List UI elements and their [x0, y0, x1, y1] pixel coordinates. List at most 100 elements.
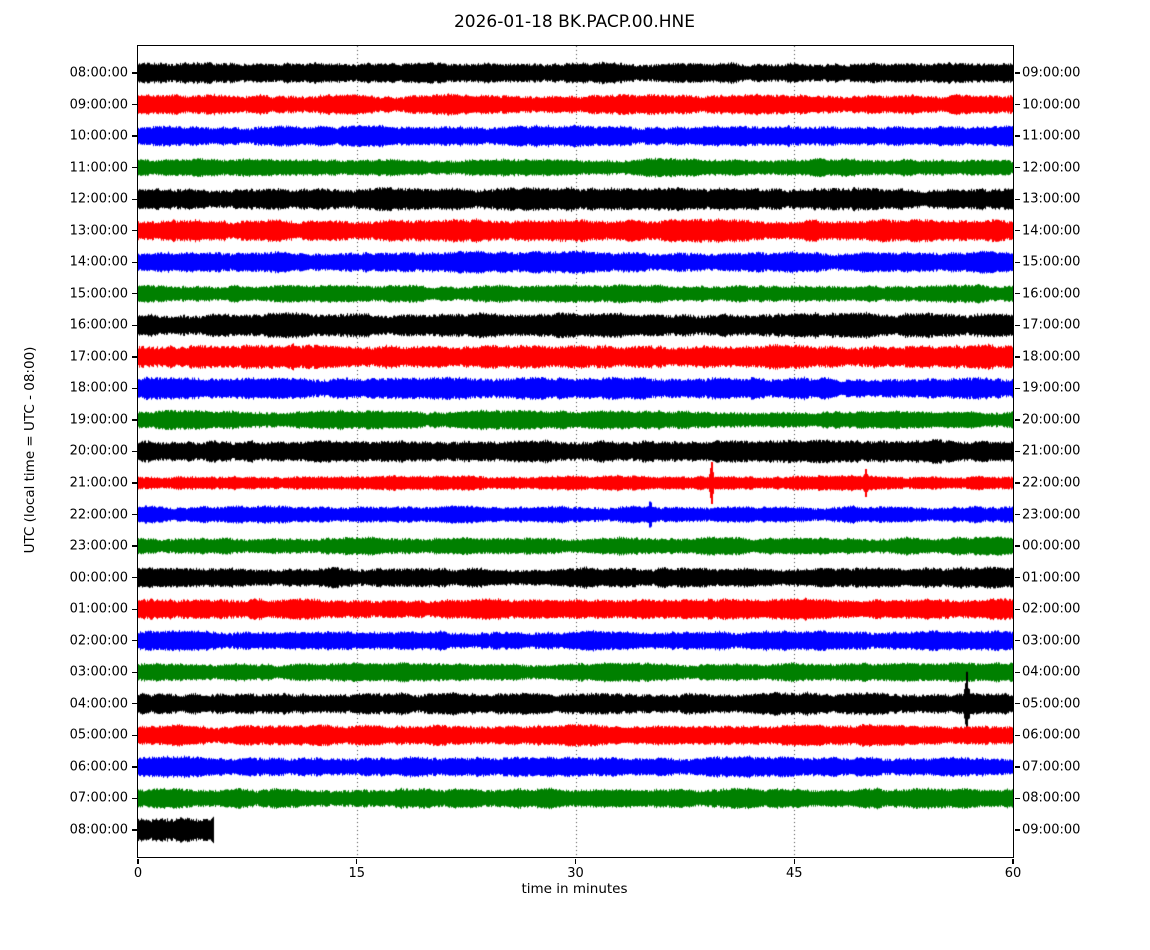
utc-tick-label: 23:00:00	[69, 538, 128, 554]
figure-title: 2026-01-18 BK.PACP.00.HNE	[453, 12, 696, 32]
right-tick-mark	[1014, 608, 1020, 610]
utc-tick-label: 00:00:00	[69, 570, 128, 586]
left-tick-mark	[131, 766, 137, 768]
local-tick-label: 12:00:00	[1022, 160, 1081, 176]
utc-tick-label: 16:00:00	[69, 317, 128, 333]
local-tick-label: 09:00:00	[1022, 65, 1081, 81]
right-tick-mark	[1014, 545, 1020, 547]
utc-tick-label: 08:00:00	[69, 65, 128, 81]
utc-tick-label: 02:00:00	[69, 633, 128, 649]
waveform-canvas	[138, 46, 1013, 857]
right-tick-mark	[1014, 419, 1020, 421]
local-tick-label: 07:00:00	[1022, 759, 1081, 775]
utc-tick-label: 12:00:00	[69, 191, 128, 207]
local-tick-label: 23:00:00	[1022, 507, 1081, 523]
right-tick-mark	[1014, 513, 1020, 516]
left-tick-mark	[131, 703, 137, 705]
utc-tick-label: 20:00:00	[69, 443, 128, 459]
left-tick-mark	[131, 671, 137, 673]
right-tick-mark	[1014, 324, 1020, 326]
utc-tick-label: 10:00:00	[69, 128, 128, 144]
left-tick-mark	[131, 734, 137, 736]
right-tick-mark	[1014, 703, 1020, 705]
x-tick-mark	[793, 858, 795, 864]
right-tick-mark	[1014, 103, 1020, 106]
right-tick-mark	[1014, 166, 1020, 169]
x-tick-mark	[1012, 858, 1014, 864]
left-tick-mark	[131, 576, 137, 579]
right-tick-mark	[1014, 797, 1020, 800]
left-tick-mark	[131, 356, 137, 358]
plot-area: 08:00:00 09:00:00 09:00:00 10:00:00 10:00:00…	[70, 45, 1080, 881]
utc-tick-label: 01:00:00	[69, 601, 128, 617]
local-tick-label: 08:00:00	[1022, 790, 1081, 806]
utc-tick-label: 14:00:00	[69, 254, 128, 270]
x-tick-label: 60	[1004, 866, 1022, 881]
local-tick-label: 00:00:00	[1022, 538, 1081, 554]
utc-tick-label: 07:00:00	[69, 790, 128, 806]
left-tick-mark	[131, 419, 137, 421]
x-axis-label: time in minutes	[521, 881, 628, 897]
local-tick-label: 05:00:00	[1022, 696, 1081, 712]
left-tick-mark	[131, 261, 137, 263]
left-tick-mark	[131, 166, 137, 169]
left-tick-mark	[131, 103, 137, 106]
x-tick-label: 0	[133, 866, 143, 881]
local-tick-label: 13:00:00	[1022, 191, 1081, 207]
y-axis-label: UTC (local time = UTC - 08:00)	[22, 346, 38, 554]
right-tick-mark	[1014, 829, 1020, 831]
local-tick-label: 03:00:00	[1022, 633, 1081, 649]
left-tick-mark	[131, 198, 137, 200]
x-tick-mark	[574, 858, 577, 864]
utc-tick-label: 18:00:00	[69, 380, 128, 396]
x-tick-label: 30	[567, 866, 584, 881]
local-tick-label: 16:00:00	[1022, 286, 1081, 302]
right-tick-mark	[1014, 261, 1020, 263]
local-tick-label: 06:00:00	[1022, 727, 1081, 743]
left-tick-mark	[131, 482, 137, 484]
right-tick-mark	[1014, 135, 1020, 137]
utc-tick-label: 22:00:00	[69, 507, 128, 523]
local-tick-label: 02:00:00	[1022, 601, 1081, 617]
local-tick-label: 04:00:00	[1022, 664, 1081, 680]
utc-tick-label: 19:00:00	[69, 412, 128, 428]
right-tick-mark	[1014, 450, 1020, 453]
x-tick-mark	[356, 858, 358, 864]
left-tick-mark	[131, 72, 137, 74]
left-tick-mark	[131, 324, 137, 326]
left-tick-mark	[131, 513, 137, 516]
right-tick-mark	[1014, 671, 1020, 673]
right-tick-mark	[1014, 640, 1020, 642]
local-tick-label: 18:00:00	[1022, 349, 1081, 365]
left-tick-mark	[131, 293, 137, 295]
utc-tick-label: 06:00:00	[69, 759, 128, 775]
local-tick-label: 15:00:00	[1022, 254, 1081, 270]
left-tick-mark	[131, 135, 137, 137]
utc-tick-label: 17:00:00	[69, 349, 128, 365]
local-tick-label: 11:00:00	[1022, 128, 1081, 144]
local-tick-label: 22:00:00	[1022, 475, 1081, 491]
right-tick-mark	[1014, 293, 1020, 295]
x-tick-mark	[137, 858, 139, 864]
x-tick-label: 45	[785, 866, 803, 881]
left-tick-mark	[131, 797, 137, 800]
utc-tick-label: 05:00:00	[69, 727, 128, 743]
left-tick-mark	[131, 230, 137, 232]
x-tick-label: 15	[348, 866, 366, 881]
local-tick-label: 17:00:00	[1022, 317, 1081, 333]
left-tick-mark	[131, 450, 137, 453]
local-tick-label: 10:00:00	[1022, 97, 1081, 113]
right-tick-mark	[1014, 230, 1020, 232]
left-tick-mark	[131, 608, 137, 610]
utc-tick-label: 08:00:00	[69, 822, 128, 838]
utc-tick-label: 13:00:00	[69, 223, 128, 239]
right-tick-mark	[1014, 72, 1020, 74]
utc-tick-label: 11:00:00	[69, 160, 128, 176]
right-tick-mark	[1014, 387, 1020, 390]
right-tick-mark	[1014, 356, 1020, 358]
local-tick-label: 09:00:00	[1022, 822, 1081, 838]
utc-tick-label: 04:00:00	[69, 696, 128, 712]
right-tick-mark	[1014, 734, 1020, 736]
local-tick-label: 20:00:00	[1022, 412, 1081, 428]
